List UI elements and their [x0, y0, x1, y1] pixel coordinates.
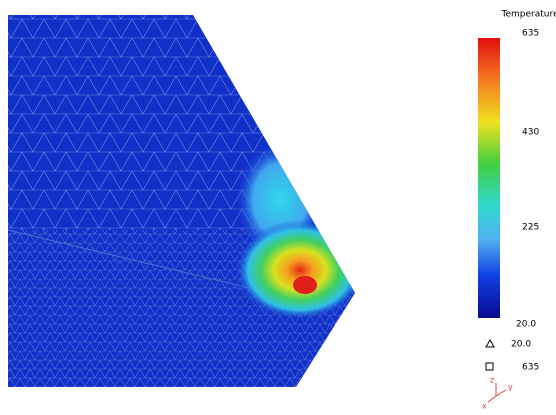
min-icon	[486, 340, 494, 347]
triad-label: y	[508, 383, 513, 392]
max-label: 635	[522, 363, 539, 373]
viewport: Temperature 635 430 225 20.0 20.0 635 z …	[0, 0, 556, 415]
legend-tick: 430	[522, 128, 539, 138]
min-label: 20.0	[511, 340, 531, 350]
legend-tick: 20.0	[516, 320, 536, 330]
triad-label: x	[482, 402, 487, 411]
legend-tick: 635	[522, 29, 539, 39]
max-icon	[486, 363, 493, 370]
mesh-model	[0, 0, 365, 400]
triad-label: z	[490, 376, 494, 385]
color-bar	[478, 38, 500, 318]
result-view: Temperature 635 430 225 20.0 20.0 635 z …	[0, 0, 556, 415]
legend-tick: 225	[522, 223, 539, 233]
axis-triad	[488, 383, 506, 402]
legend-title: Temperature	[500, 10, 556, 20]
